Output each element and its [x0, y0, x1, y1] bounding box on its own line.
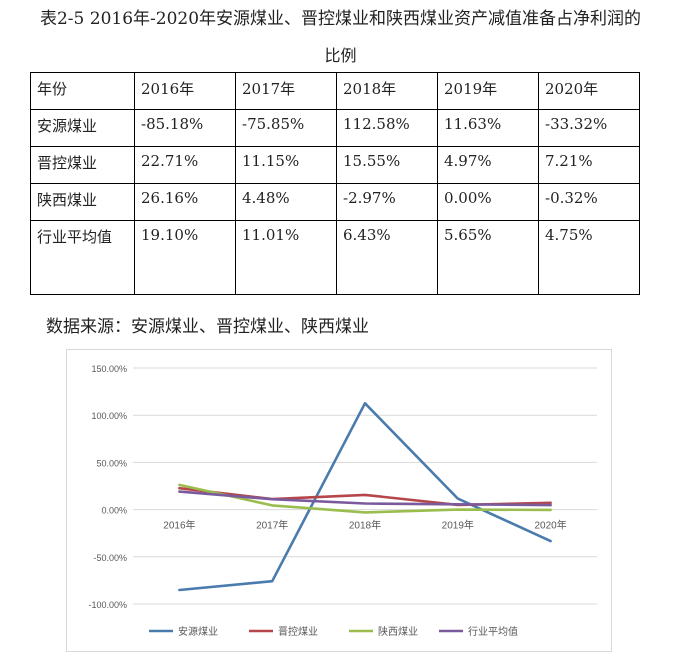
table-title-continued: 比例: [324, 46, 357, 65]
series-line: [178, 483, 552, 514]
table-row: 陕西煤业 26.16% 4.48% -2.97% 0.00% -0.32%: [30, 183, 640, 221]
table-row: 安源煤业 -85.18% -75.85% 112.58% 11.63% -33.…: [30, 109, 640, 147]
x-tick-label: 2019年: [442, 519, 474, 532]
line-chart: 150.00% 100.00% 50.00% 0.00% -50.00% -100.00%…: [66, 349, 612, 652]
header-cell: 2020年: [538, 72, 640, 110]
x-tick-label: 2018年: [349, 519, 381, 532]
header-cell: 2016年: [134, 72, 236, 110]
table-cell: 15.55%: [336, 146, 438, 184]
table-cell: 7.21%: [538, 146, 640, 184]
legend-label: 行业平均值: [468, 625, 518, 638]
table-cell: 4.75%: [538, 220, 640, 295]
header-cell: 2017年: [235, 72, 337, 110]
table-cell: 11.63%: [437, 109, 539, 147]
y-tick-label: -100.00%: [88, 600, 127, 610]
series-line: [178, 490, 552, 507]
legend-label: 晋控煤业: [278, 625, 318, 638]
table-cell: 4.48%: [235, 183, 337, 221]
table-cell: -85.18%: [134, 109, 236, 147]
series-line: [178, 401, 552, 592]
table-cell: 4.97%: [437, 146, 539, 184]
chart-canvas: 150.00% 100.00% 50.00% 0.00% -50.00% -100.00%…: [88, 364, 597, 638]
legend-label: 安源煤业: [178, 625, 218, 638]
header-cell: 2018年: [336, 72, 438, 110]
y-tick-label: 150.00%: [91, 364, 127, 374]
table-title: 表2-5 2016年-2020年安源煤业、晋控煤业和陕西煤业资产减值准备占净利润…: [39, 9, 642, 29]
legend-label: 陕西煤业: [378, 625, 418, 638]
y-tick-label: 50.00%: [96, 458, 127, 468]
y-tick-label: 100.00%: [91, 411, 127, 421]
table-cell: 22.71%: [134, 146, 236, 184]
x-tick-label: 2017年: [256, 519, 288, 532]
row-label: 行业平均值: [30, 220, 135, 295]
table-cell: 0.00%: [437, 183, 539, 221]
table-cell: -2.97%: [336, 183, 438, 221]
table-cell: 19.10%: [134, 220, 236, 295]
table-header-row: 年份 2016年 2017年 2018年 2019年 2020年: [30, 72, 640, 110]
table-cell: -75.85%: [235, 109, 337, 147]
data-source-note: 数据来源：安源煤业、晋控煤业、陕西煤业: [46, 317, 369, 337]
table-cell: 26.16%: [134, 183, 236, 221]
table-cell: 112.58%: [336, 109, 438, 147]
table-row: 行业平均值 19.10% 11.01% 6.43% 5.65% 4.75%: [30, 220, 640, 295]
header-cell: 年份: [30, 72, 135, 110]
row-label: 晋控煤业: [30, 146, 135, 184]
table-cell: -0.32%: [538, 183, 640, 221]
table-cell: 11.15%: [235, 146, 337, 184]
row-label: 安源煤业: [30, 109, 135, 147]
row-label: 陕西煤业: [30, 183, 135, 221]
table-cell: 5.65%: [437, 220, 539, 295]
table-cell: -33.32%: [538, 109, 640, 147]
x-tick-label: 2020年: [534, 519, 566, 532]
y-tick-label: 0.00%: [101, 506, 127, 516]
table-cell: 6.43%: [336, 220, 438, 295]
header-cell: 2019年: [437, 72, 539, 110]
y-tick-label: -50.00%: [93, 553, 127, 563]
table-cell: 11.01%: [235, 220, 337, 295]
table-row: 晋控煤业 22.71% 11.15% 15.55% 4.97% 7.21%: [30, 146, 640, 184]
data-table: 年份 2016年 2017年 2018年 2019年 2020年 安源煤业 -8…: [30, 72, 640, 295]
x-tick-label: 2016年: [163, 519, 195, 532]
